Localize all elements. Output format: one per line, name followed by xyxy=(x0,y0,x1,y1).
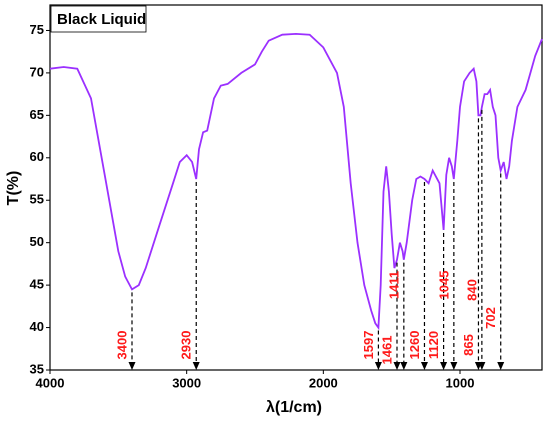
marker-label: 1260 xyxy=(407,331,422,360)
marker-label: 865 xyxy=(461,334,476,356)
title-box xyxy=(50,5,147,33)
y-axis-label: T(%) xyxy=(5,171,22,206)
marker-arrow xyxy=(192,362,200,370)
marker-arrow xyxy=(478,362,486,370)
marker-label: 2930 xyxy=(179,331,194,360)
marker-label: 840 xyxy=(464,279,479,301)
marker-arrow xyxy=(420,362,428,370)
marker-arrow xyxy=(374,362,382,370)
marker-label: 1597 xyxy=(361,331,376,360)
marker-label: 1411 xyxy=(386,271,401,299)
marker-arrow xyxy=(393,362,401,370)
x-tick-label: 3000 xyxy=(172,375,201,390)
x-tick-label: 4000 xyxy=(36,375,65,390)
marker-label: 1120 xyxy=(426,331,441,359)
marker-arrow xyxy=(450,362,458,370)
y-tick-label: 60 xyxy=(30,149,44,164)
marker-arrow xyxy=(440,362,448,370)
y-tick-label: 40 xyxy=(30,319,44,334)
x-axis-label: λ(1/cm) xyxy=(266,399,322,416)
y-tick-label: 75 xyxy=(30,22,44,37)
marker-label: 702 xyxy=(483,307,498,329)
y-tick-label: 70 xyxy=(30,64,44,79)
marker-arrow xyxy=(497,362,505,370)
plot-frame xyxy=(49,4,543,371)
y-tick-label: 45 xyxy=(30,277,44,292)
y-tick-label: 35 xyxy=(30,361,44,376)
y-tick-label: 55 xyxy=(30,192,44,207)
marker-arrow xyxy=(400,362,408,370)
marker-arrow xyxy=(128,362,136,370)
marker-label: 1045 xyxy=(436,271,451,300)
chart-title: Black Liquid xyxy=(57,11,146,28)
marker-label: 3400 xyxy=(114,331,129,360)
y-tick-label: 65 xyxy=(30,107,44,122)
spectrum-line xyxy=(49,32,543,331)
marker-label: 1461 xyxy=(379,336,394,365)
y-tick-label: 50 xyxy=(30,234,44,249)
x-tick-label: 1000 xyxy=(446,375,475,390)
x-tick-label: 2000 xyxy=(309,375,338,390)
